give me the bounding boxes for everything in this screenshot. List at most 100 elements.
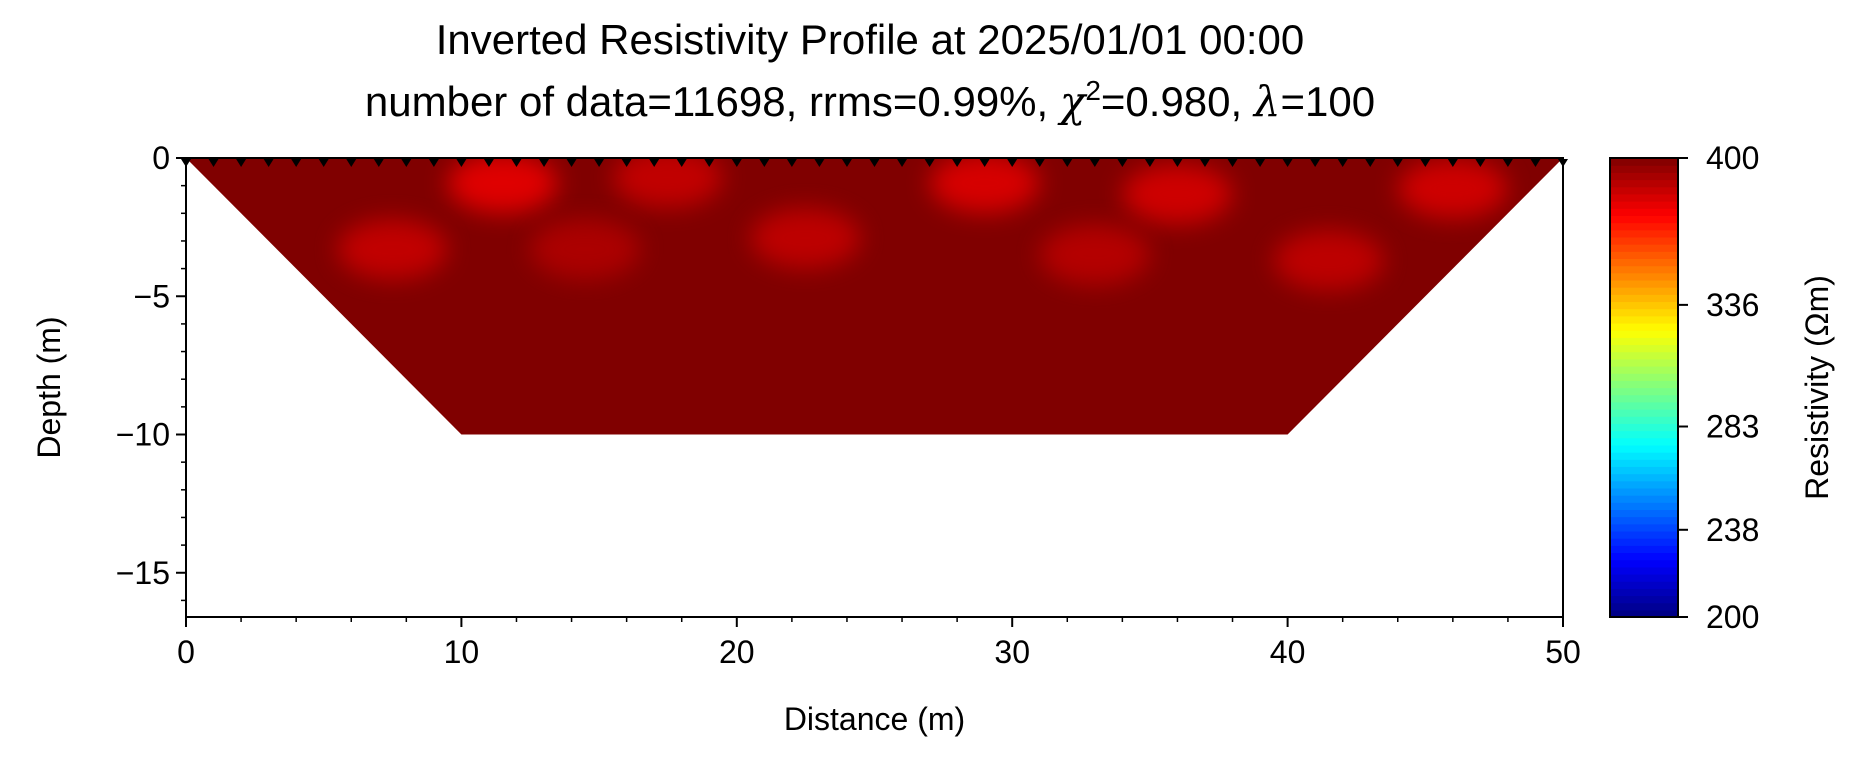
x-tick-label: 10 (444, 634, 480, 670)
chart-subtitle: number of data=11698, rrms=0.99%, χ2=0.9… (365, 75, 1375, 126)
colorbar-band (1610, 401, 1678, 410)
lambda-symbol: λ (1252, 77, 1281, 126)
electrode-marker (952, 159, 963, 167)
colorbar-band (1610, 509, 1678, 518)
electrode-marker (621, 159, 632, 167)
colorbar-band (1610, 322, 1678, 331)
electrode-marker (1034, 159, 1045, 167)
electrode-marker (373, 159, 384, 167)
colorbar-band (1610, 244, 1678, 252)
electrode-marker (318, 159, 329, 167)
resistivity-anomaly (613, 158, 723, 208)
electrode-marker (236, 159, 247, 167)
colorbar-band (1610, 172, 1678, 181)
electrode-marker (1007, 159, 1018, 167)
electrode-marker (1089, 159, 1100, 167)
colorbar-band (1610, 581, 1678, 589)
resistivity-anomaly (337, 219, 448, 280)
electrode-marker (1420, 159, 1431, 167)
resistivity-anomaly (750, 208, 861, 269)
colorbar-band (1610, 373, 1678, 381)
colorbar-band (1610, 287, 1678, 295)
anomaly-layer (337, 158, 1508, 291)
colorbar-ticks: 200 238 283 336 400 (1678, 140, 1759, 635)
colorbar-band (1610, 186, 1678, 195)
electrode-marker (897, 159, 908, 167)
colorbar-label: Resistivity (Ωm) (1799, 275, 1835, 500)
colorbar-band (1610, 236, 1678, 245)
colorbar-band (1610, 265, 1678, 274)
colorbar-band (1610, 495, 1678, 503)
electrode-marker (1530, 159, 1541, 167)
electrode-marker (208, 159, 219, 167)
electrode-marker (1282, 159, 1293, 167)
colorbar-band (1610, 595, 1678, 604)
colorbar-bands (1610, 158, 1678, 618)
electrode-marker (291, 159, 302, 167)
colorbar-tick-label: 238 (1706, 512, 1759, 548)
colorbar-band (1610, 380, 1678, 389)
colorbar-band (1610, 387, 1678, 396)
electrode-marker (979, 159, 990, 167)
electrode-marker (1337, 159, 1348, 167)
colorbar-band (1610, 516, 1678, 525)
axes-frame (185, 157, 1564, 618)
resistivity-anomaly (447, 158, 558, 213)
colorbar-tick-label: 283 (1706, 409, 1759, 445)
electrode-marker (1172, 159, 1183, 167)
colorbar-band (1610, 480, 1678, 489)
colorbar-band (1610, 423, 1678, 432)
colorbar-band (1610, 530, 1678, 539)
colorbar-band (1610, 602, 1678, 611)
electrode-marker (1144, 159, 1155, 167)
colorbar-band (1610, 351, 1678, 360)
electrode-marker (1475, 159, 1486, 167)
colorbar-band (1610, 215, 1678, 224)
electrode-marker (676, 159, 687, 167)
colorbar-band (1610, 308, 1678, 317)
electrode-marker (539, 159, 550, 167)
electrode-marker (1199, 159, 1210, 167)
colorbar-band (1610, 315, 1678, 324)
y-tick-label: −15 (116, 555, 170, 591)
electrode-marker (1062, 159, 1073, 167)
colorbar-band (1610, 487, 1678, 496)
electrode-marker (759, 159, 770, 167)
colorbar-band (1610, 272, 1678, 281)
colorbar-band (1610, 251, 1678, 259)
colorbar-band (1610, 258, 1678, 267)
x-tick-label: 20 (719, 634, 755, 670)
colorbar-band (1610, 193, 1678, 202)
y-tick-label: −5 (134, 278, 170, 314)
electrode-marker (841, 159, 852, 167)
colorbar-band (1610, 294, 1678, 303)
colorbar-band (1610, 430, 1678, 439)
colorbar-tick-label: 400 (1706, 140, 1759, 176)
colorbar-band (1610, 538, 1678, 546)
colorbar-band (1610, 437, 1678, 446)
colorbar-band (1610, 358, 1678, 367)
x-tick-label: 0 (177, 634, 195, 670)
electrode-marker (511, 159, 522, 167)
subtitle-prefix: number of data=11698, rrms=0.99%, (365, 78, 1060, 125)
electrode-marker (594, 159, 605, 167)
electrode-marker (649, 159, 660, 167)
colorbar-band (1610, 416, 1678, 424)
colorbar-band (1610, 459, 1678, 467)
electrode-marker (1310, 159, 1321, 167)
colorbar-band (1610, 466, 1678, 475)
colorbar-band (1610, 179, 1678, 188)
chi-symbol: χ (1057, 77, 1088, 126)
electrode-marker (401, 159, 412, 167)
colorbar-band (1610, 573, 1678, 582)
colorbar-band (1610, 229, 1678, 238)
electrode-marker (263, 159, 274, 167)
colorbar-band (1610, 473, 1678, 482)
y-tick-label: −10 (116, 417, 170, 453)
y-axis: 0 −5 −10 −15 (116, 140, 186, 602)
electrode-marker (566, 159, 577, 167)
x-tick-label: 30 (994, 634, 1030, 670)
colorbar-band (1610, 444, 1678, 453)
x-tick-label: 40 (1270, 634, 1306, 670)
